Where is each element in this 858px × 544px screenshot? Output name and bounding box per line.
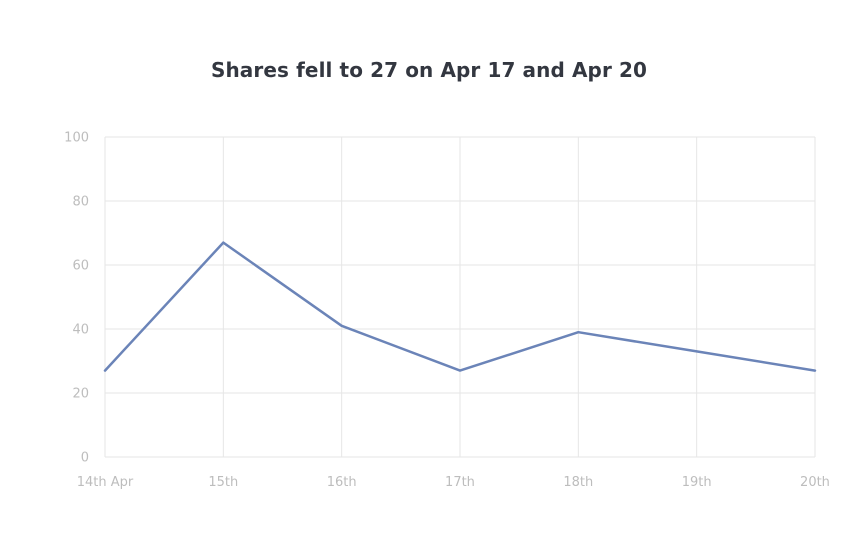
chart-title: Shares fell to 27 on Apr 17 and Apr 20 bbox=[210, 58, 648, 82]
y-tick-label: 100 bbox=[64, 131, 89, 146]
x-tick-label: 17th bbox=[445, 475, 475, 490]
grid bbox=[104, 136, 816, 458]
x-tick-label: 20th bbox=[800, 475, 830, 490]
y-tick-label: 40 bbox=[72, 323, 89, 338]
y-axis-ticks: 0 20 40 60 80 100 bbox=[64, 131, 89, 466]
y-tick-label: 80 bbox=[72, 195, 89, 210]
x-tick-label: 15th bbox=[208, 475, 238, 490]
x-tick-label: 16th bbox=[327, 475, 357, 490]
x-axis-ticks: 14th Apr 15th 16th 17th 18th 19th 20th bbox=[77, 475, 830, 490]
y-tick-label: 60 bbox=[72, 259, 89, 274]
series bbox=[103, 241, 817, 372]
x-tick-label: 19th bbox=[682, 475, 712, 490]
x-tick-label: 14th Apr bbox=[77, 475, 134, 490]
y-tick-label: 0 bbox=[81, 451, 89, 466]
y-tick-label: 20 bbox=[72, 387, 89, 402]
x-tick-label: 18th bbox=[563, 475, 593, 490]
